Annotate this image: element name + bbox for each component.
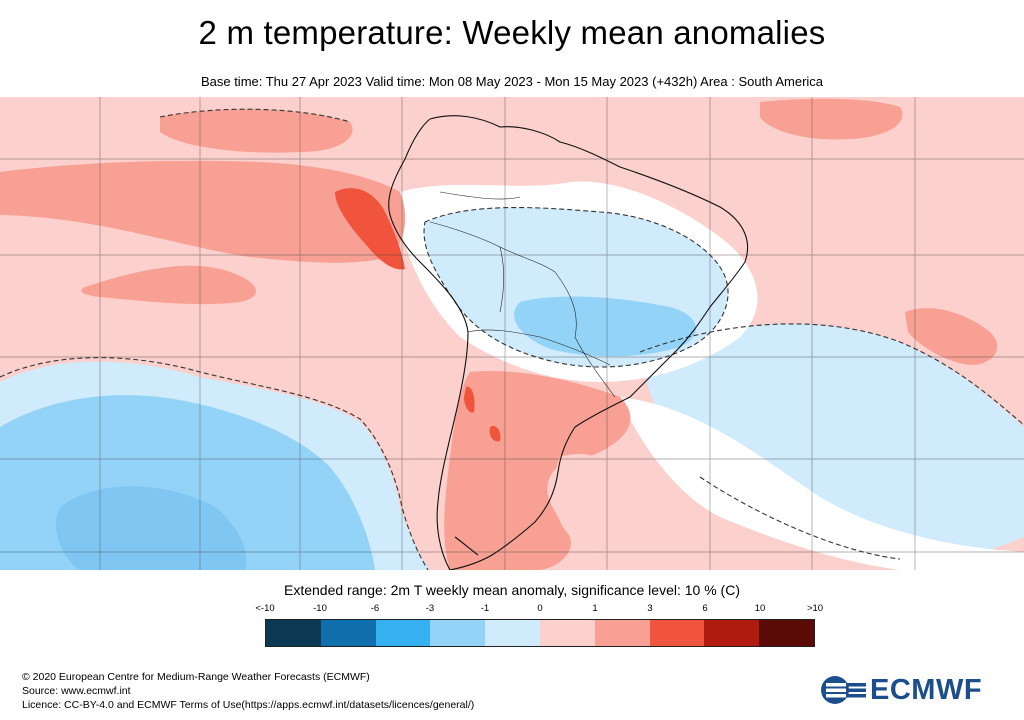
legend-swatch [320,620,376,646]
legend-swatch [430,620,486,646]
source-line: Source: www.ecmwf.int [22,685,131,697]
peru-coast-hot [335,188,405,270]
central-pacific-warm [81,265,257,305]
andes-hot-spot [489,425,501,442]
legend-tick-label: 10 [754,603,766,614]
legend-title: Extended range: 2m T weekly mean anomaly… [283,582,740,598]
map-subtitle: Base time: Thu 27 Apr 2023 Valid time: M… [200,74,824,89]
south-atlantic-white [620,397,1024,570]
argentina-light-core [555,453,620,542]
country-borders [429,191,616,398]
chile-hot-spot [464,386,475,413]
southwest-cold-deep [56,486,247,570]
legend-swatch [704,620,760,646]
legend-tick-label: <-10 [255,603,275,614]
legend-tick-label: -3 [425,603,435,614]
pacific-warm-band [0,160,406,263]
ecmwf-logo-text: ECMWF [870,673,983,706]
legend-colorbar [265,619,815,647]
legend-swatch [266,620,321,646]
lat-lon-grid [0,97,1024,570]
legend-tick-label: >10 [806,603,824,614]
north-pacific-warm [160,109,353,153]
legend-swatch [649,620,705,646]
argentina-warm-field [444,371,631,570]
ecmwf-logo: ECMWF [820,672,1010,708]
legend-tick-label: 0 [537,603,543,614]
legend-tick-label: -10 [313,603,327,614]
legend-swatch [759,620,814,646]
legend-swatch [539,620,595,646]
copyright-line: © 2020 European Centre for Medium-Range … [22,671,370,683]
footer: © 2020 European Centre for Medium-Range … [22,670,474,712]
legend-tick-label: 1 [592,603,598,614]
legend-swatch [594,620,650,646]
legend-ticks: <-10 -10 -6 -3 -1 0 1 3 6 10 >10 [0,603,1024,617]
legend-tick-label: -1 [480,603,490,614]
legend-swatch [375,620,431,646]
coastline [388,115,749,570]
legend-swatch [485,620,540,646]
legend-tick-label: 3 [647,603,653,614]
north-atlantic-warm [760,98,903,140]
legend-tick-label: 6 [702,603,708,614]
south-atlantic-warm [905,308,998,365]
licence-line: Licence: CC-BY-4.0 and ECMWF Terms of Us… [22,699,475,711]
map-title: 2 m temperature: Weekly mean anomalies [198,14,826,51]
legend-tick-label: -6 [370,603,380,614]
ecmwf-waves-icon [821,676,866,704]
brazil-cold-core [514,296,697,357]
anomaly-map [0,97,1024,570]
